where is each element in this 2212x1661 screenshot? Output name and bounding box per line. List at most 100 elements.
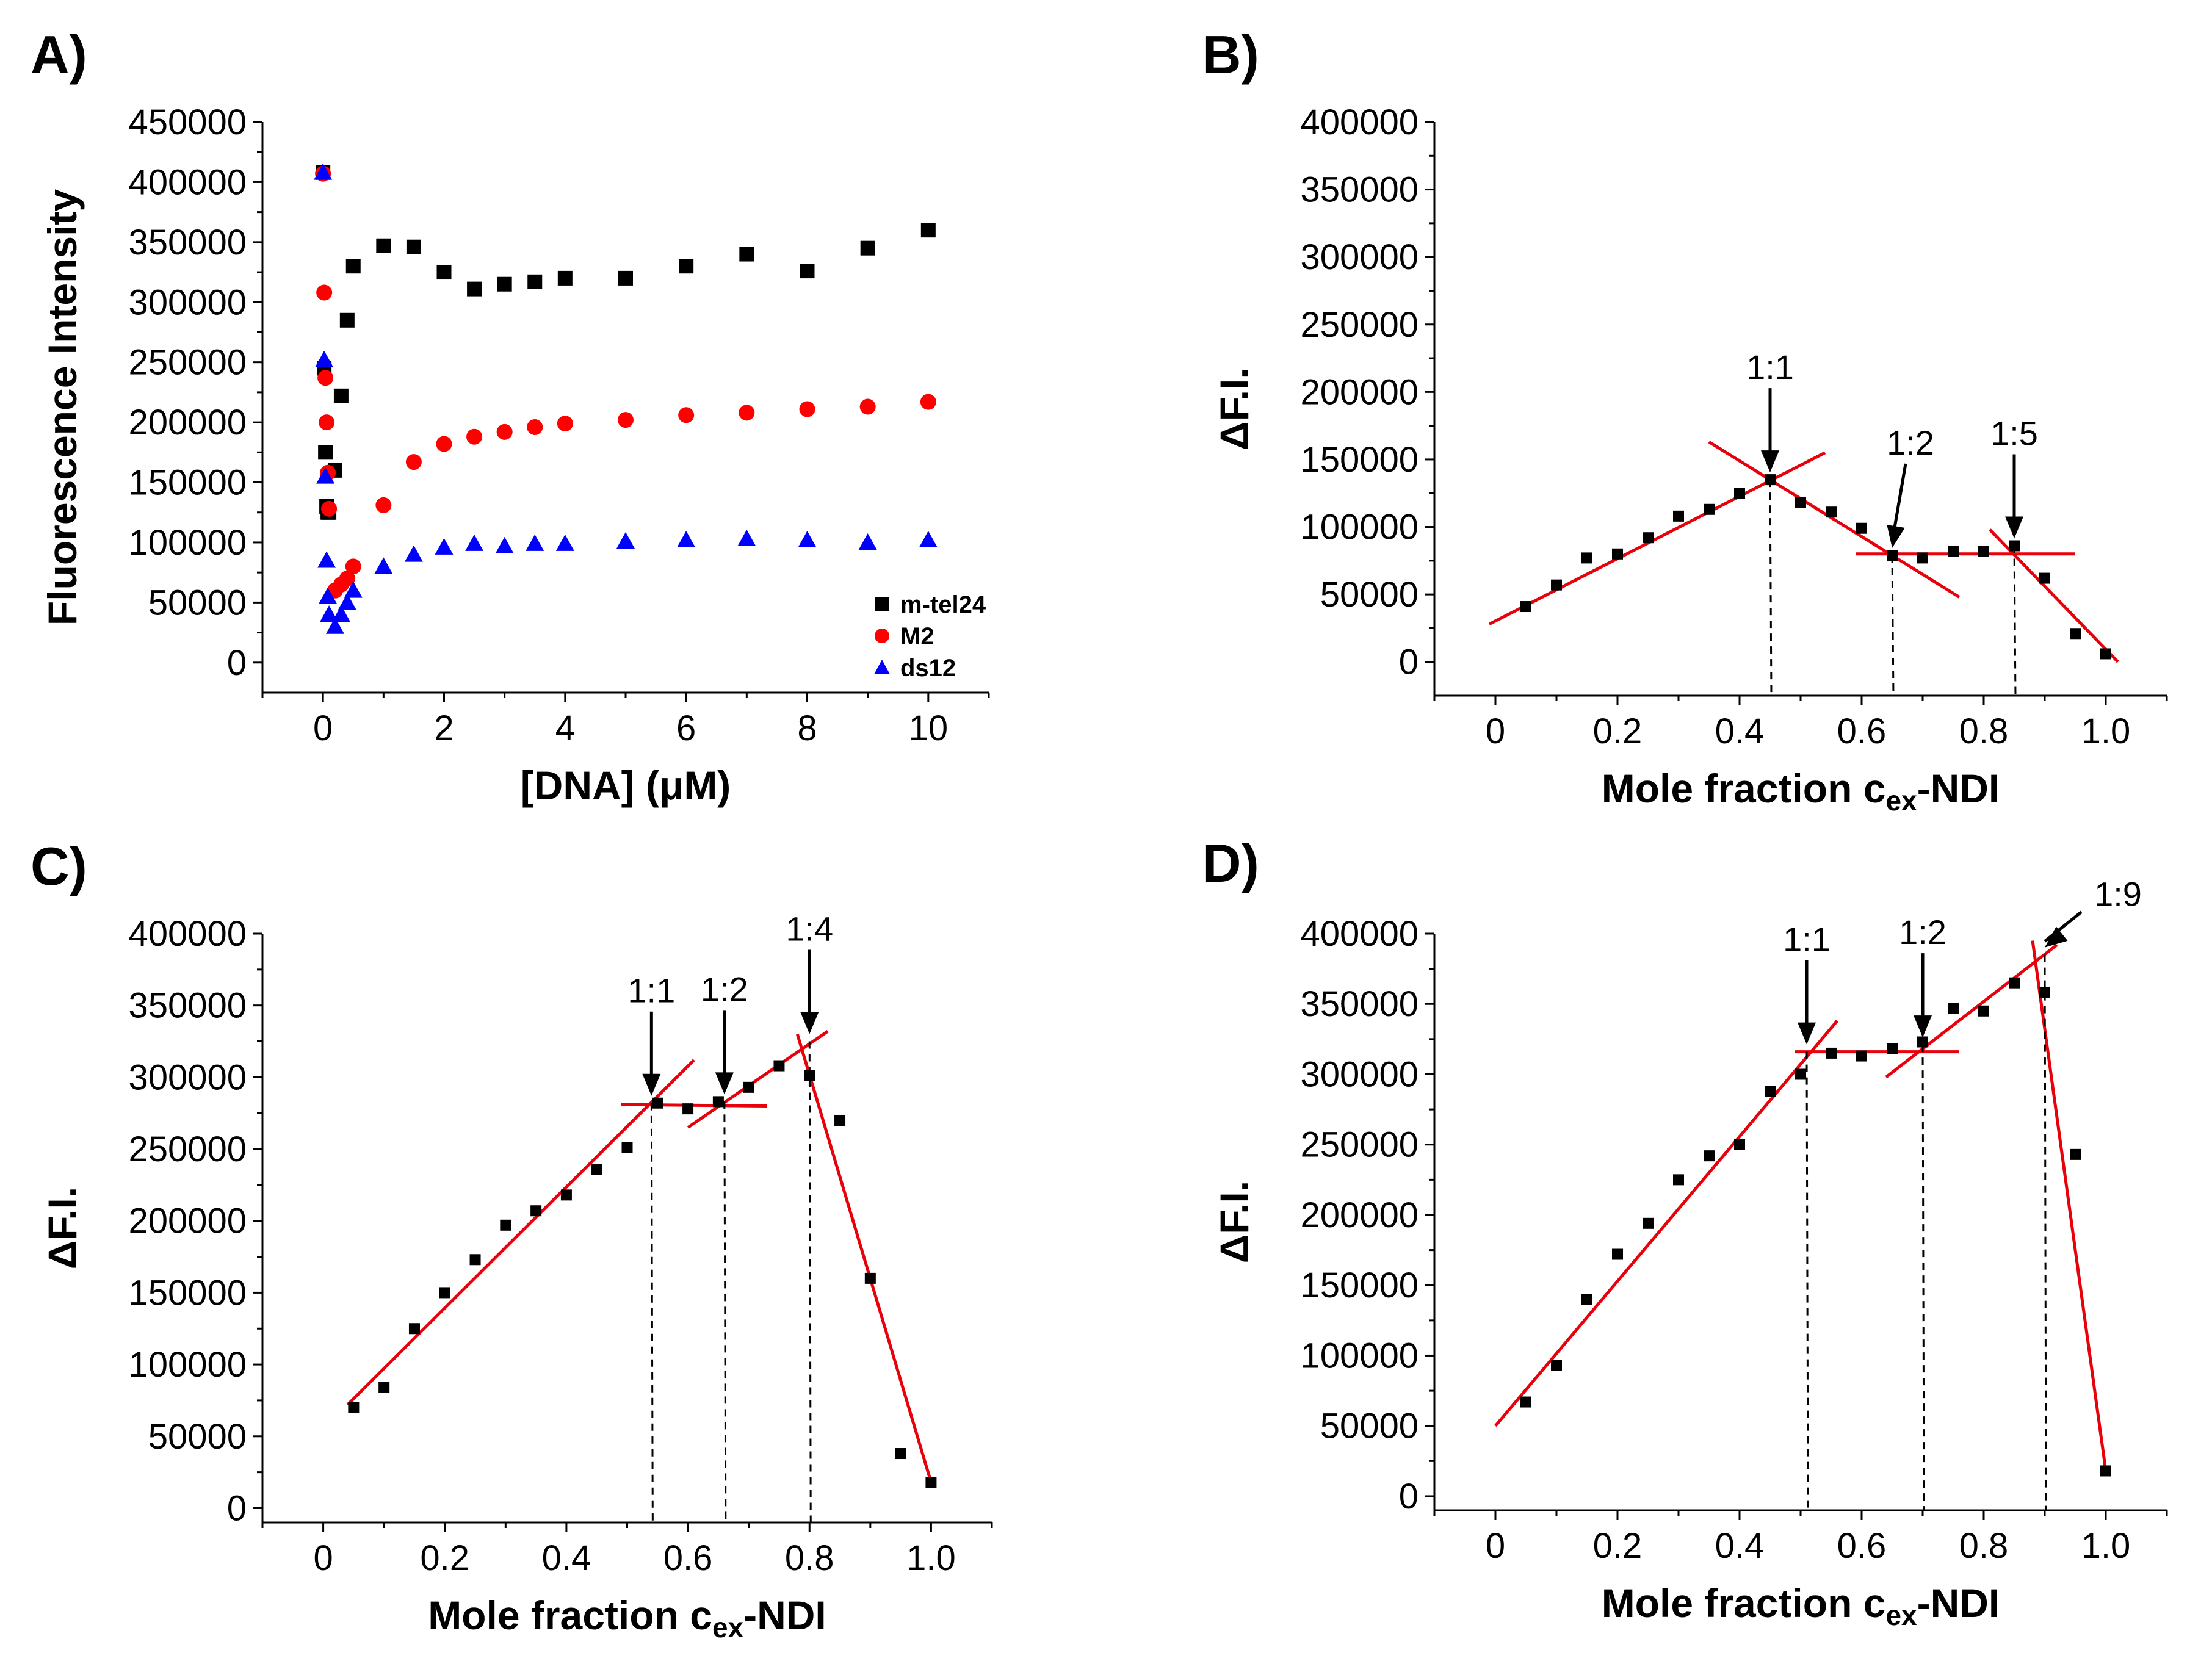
data-point bbox=[436, 436, 452, 452]
stoichiometry-dropline bbox=[1891, 555, 1895, 696]
x-tick-label: 0.2 bbox=[1593, 1526, 1643, 1566]
stoichiometry-label: 1:1 bbox=[1783, 920, 1831, 959]
y-tick-label: 100000 bbox=[1300, 508, 1419, 547]
y-tick-label: 400000 bbox=[1300, 914, 1419, 954]
data-point bbox=[408, 1323, 420, 1335]
data-point bbox=[1917, 1036, 1928, 1048]
y-tick-label: 300000 bbox=[128, 283, 247, 322]
data-point bbox=[1765, 474, 1776, 486]
data-point bbox=[1551, 1360, 1562, 1371]
stoichiometry-dropline bbox=[650, 1103, 654, 1523]
y-tick-label: 100000 bbox=[128, 1345, 247, 1385]
stoichiometry-arrowhead bbox=[800, 1012, 819, 1034]
x-axis-title: Mole fraction cex-NDI bbox=[428, 1593, 826, 1643]
x-tick-label: 6 bbox=[676, 708, 696, 748]
data-point bbox=[1734, 488, 1745, 499]
y-tick-label: 400000 bbox=[1300, 103, 1419, 142]
stoichiometry-label: 1:4 bbox=[786, 910, 833, 948]
y-tick-label: 400000 bbox=[128, 162, 247, 202]
stoichiometry-dropline bbox=[808, 1041, 812, 1523]
data-point bbox=[739, 247, 754, 262]
stoichiometry-label: 1:1 bbox=[627, 971, 675, 1010]
y-tick-label: 150000 bbox=[128, 1273, 247, 1313]
y-axis-title: ΔF.I. bbox=[1212, 1181, 1257, 1263]
data-point bbox=[925, 1477, 937, 1488]
x-tick-label: 0.4 bbox=[1715, 712, 1765, 751]
data-point bbox=[405, 454, 422, 470]
stoichiometry-dropline bbox=[1805, 1051, 1809, 1511]
stoichiometry-arrowhead bbox=[2045, 926, 2068, 948]
y-tick-label: 0 bbox=[227, 643, 247, 683]
y-tick-label: 250000 bbox=[128, 343, 247, 383]
data-point bbox=[737, 530, 756, 547]
x-axis-title-subscript: ex bbox=[1885, 1599, 1917, 1631]
data-point bbox=[2100, 648, 2111, 660]
x-tick-label: 0.8 bbox=[1959, 1526, 2009, 1566]
x-tick-label: 0.2 bbox=[420, 1538, 469, 1578]
stoichiometry-arrowhead bbox=[1887, 524, 1905, 548]
x-tick-label: 1.0 bbox=[2081, 712, 2131, 751]
x-tick-label: 0.2 bbox=[1593, 712, 1643, 751]
y-axis-title: ΔF.I. bbox=[1212, 367, 1257, 450]
fit-line bbox=[1885, 943, 2058, 1079]
y-tick-label: 300000 bbox=[1300, 237, 1419, 277]
data-point bbox=[799, 401, 815, 417]
x-tick-label: 2 bbox=[434, 708, 454, 748]
y-tick-label: 200000 bbox=[1300, 1195, 1419, 1235]
data-point bbox=[317, 370, 334, 386]
data-point bbox=[1520, 601, 1531, 613]
data-point bbox=[316, 284, 333, 301]
y-tick-label: 350000 bbox=[128, 986, 247, 1026]
data-point bbox=[1887, 549, 1898, 561]
data-point bbox=[333, 388, 349, 403]
data-point bbox=[1581, 1294, 1592, 1305]
data-point bbox=[678, 407, 695, 423]
data-point bbox=[467, 281, 482, 297]
chart-panel-a: A) 0 50000 100000 150000 200000 250000 300000 35… bbox=[31, 24, 990, 808]
data-point bbox=[376, 238, 391, 253]
panel-letter: A) bbox=[31, 24, 87, 85]
legend-marker bbox=[874, 660, 890, 674]
data-point bbox=[919, 531, 938, 548]
data-point bbox=[1795, 1068, 1806, 1080]
y-tick-label: 50000 bbox=[148, 583, 247, 622]
data-point bbox=[895, 1448, 906, 1460]
x-tick-label: 1.0 bbox=[2081, 1526, 2131, 1566]
data-point bbox=[773, 1060, 785, 1072]
x-tick-label: 0 bbox=[1486, 712, 1505, 751]
fit-line bbox=[1989, 528, 2119, 663]
stoichiometry-dropline bbox=[1921, 1045, 1925, 1511]
data-point bbox=[618, 270, 633, 286]
x-axis-title: Mole fraction cex-NDI bbox=[1602, 766, 2000, 816]
data-point bbox=[526, 534, 544, 551]
data-point bbox=[1643, 1217, 1654, 1229]
x-tick-label: 0.4 bbox=[542, 1538, 591, 1578]
x-tick-label: 0 bbox=[1486, 1526, 1505, 1566]
x-tick-label: 0.6 bbox=[1837, 1526, 1887, 1566]
data-point bbox=[1856, 1050, 1867, 1062]
y-tick-label: 200000 bbox=[128, 403, 247, 442]
stoichiometry-arrowhead bbox=[715, 1072, 734, 1095]
y-tick-label: 100000 bbox=[128, 523, 247, 563]
stoichiometry-arrowhead bbox=[1798, 1022, 1816, 1045]
x-tick-label: 0.8 bbox=[785, 1538, 834, 1578]
data-point bbox=[557, 270, 573, 286]
x-tick-label: 0 bbox=[313, 708, 333, 748]
data-point bbox=[317, 551, 336, 568]
data-point bbox=[555, 534, 574, 551]
x-tick-label: 10 bbox=[909, 708, 949, 748]
data-point bbox=[859, 398, 876, 415]
panel-letter: D) bbox=[1202, 833, 1259, 893]
data-point bbox=[1765, 1086, 1776, 1097]
x-tick-label: 0.4 bbox=[1715, 1526, 1765, 1566]
data-point bbox=[1704, 1150, 1715, 1162]
data-point bbox=[318, 445, 333, 460]
data-point bbox=[858, 533, 877, 550]
data-point bbox=[321, 500, 338, 517]
stoichiometry-dropline bbox=[723, 1101, 727, 1523]
data-point bbox=[315, 350, 334, 367]
data-point bbox=[682, 1103, 694, 1115]
fit-line bbox=[1708, 441, 1961, 599]
data-point bbox=[2039, 572, 2050, 584]
data-point bbox=[466, 428, 483, 445]
